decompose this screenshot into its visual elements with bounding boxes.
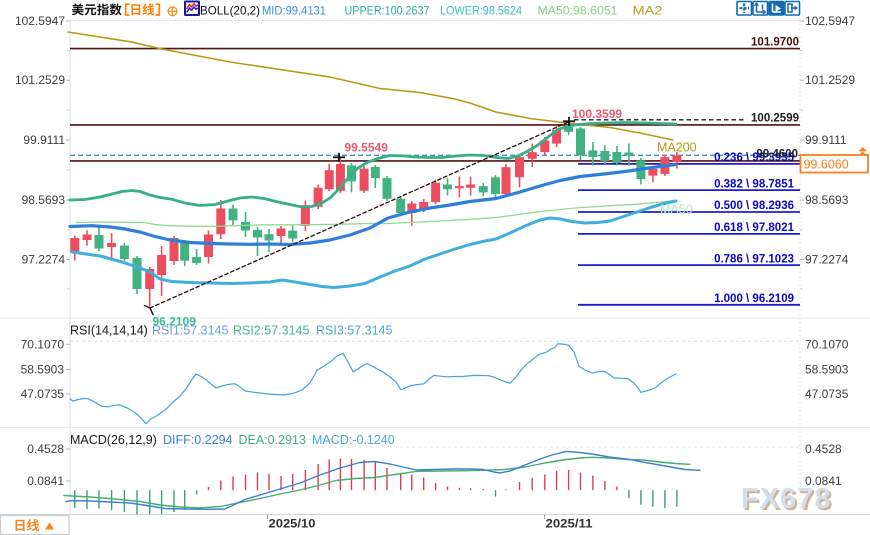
svg-text:101.2529: 101.2529 (805, 73, 855, 87)
svg-text:MA200: MA200 (657, 141, 697, 155)
svg-text:100.2599: 100.2599 (751, 113, 799, 125)
svg-text:0.382 \ 98.7851: 0.382 \ 98.7851 (714, 178, 795, 190)
svg-text:MA50: MA50 (660, 203, 693, 217)
svg-text:FX678: FX678 (743, 485, 833, 517)
svg-text:100.3599: 100.3599 (572, 107, 622, 121)
svg-text:101.2529: 101.2529 (15, 73, 65, 87)
svg-text:0.4528: 0.4528 (805, 442, 842, 456)
svg-text:MID:99.4131: MID:99.4131 (262, 4, 326, 18)
svg-text:99.9111: 99.9111 (805, 133, 847, 147)
svg-text:MACD(26,12,9): MACD(26,12,9) (70, 433, 157, 447)
svg-text:47.0735: 47.0735 (21, 387, 65, 401)
svg-text:0.4528: 0.4528 (27, 442, 64, 456)
svg-text:LOWER:98.5624: LOWER:98.5624 (440, 4, 522, 18)
svg-text:96.2109: 96.2109 (153, 315, 197, 329)
svg-text:FX678: FX678 (741, 483, 831, 515)
svg-text:102.5947: 102.5947 (805, 14, 855, 28)
svg-text:MA50:98.6051: MA50:98.6051 (538, 4, 618, 18)
svg-text:MACD:-0.1240: MACD:-0.1240 (312, 433, 395, 447)
svg-text:99.4600: 99.4600 (756, 148, 798, 160)
svg-text:58.5903: 58.5903 (805, 362, 849, 376)
svg-text:47.0735: 47.0735 (805, 387, 849, 401)
svg-text:98.5693: 98.5693 (805, 193, 849, 207)
svg-text:0.0841: 0.0841 (805, 474, 842, 488)
svg-text:RSI1:57.3145: RSI1:57.3145 (152, 324, 228, 338)
svg-text:99.6060: 99.6060 (804, 158, 849, 172)
svg-text:DEA:0.2913: DEA:0.2913 (239, 433, 306, 447)
svg-text:0.618 \ 97.8021: 0.618 \ 97.8021 (714, 222, 795, 234)
svg-text:0.500 \ 98.2936: 0.500 \ 98.2936 (714, 200, 794, 212)
svg-text:0.236 \ 99.3935: 0.236 \ 99.3935 (714, 152, 795, 164)
svg-text:97.2274: 97.2274 (22, 253, 66, 267)
svg-text:58.5903: 58.5903 (21, 362, 65, 376)
svg-text:UPPER:100.2637: UPPER:100.2637 (345, 4, 430, 18)
svg-text:102.5947: 102.5947 (15, 14, 65, 28)
svg-text:RSI(14,14,14): RSI(14,14,14) (70, 324, 148, 338)
svg-text:MA2: MA2 (633, 4, 663, 18)
svg-text:99.5549: 99.5549 (345, 141, 389, 155)
svg-text:1.000 \ 96.2109: 1.000 \ 96.2109 (714, 293, 794, 305)
svg-text:101.9700: 101.9700 (751, 37, 799, 49)
svg-text:98.5693: 98.5693 (22, 193, 66, 207)
svg-text:97.2274: 97.2274 (805, 253, 849, 267)
svg-text:70.1070: 70.1070 (805, 337, 849, 351)
svg-text:0.786 \ 97.1023: 0.786 \ 97.1023 (714, 253, 794, 265)
svg-text:DIFF:0.2294: DIFF:0.2294 (163, 433, 233, 447)
svg-text:BOLL(20,2): BOLL(20,2) (200, 4, 260, 18)
svg-text:99.9111: 99.9111 (23, 133, 65, 147)
svg-text:0.0841: 0.0841 (27, 474, 64, 488)
svg-text:RSI2:57.3145: RSI2:57.3145 (233, 324, 309, 338)
svg-text:70.1070: 70.1070 (21, 337, 65, 351)
svg-text:2025/10: 2025/10 (269, 517, 316, 531)
svg-text:RSI3:57.3145: RSI3:57.3145 (316, 324, 392, 338)
svg-text:2025/11: 2025/11 (546, 517, 593, 531)
